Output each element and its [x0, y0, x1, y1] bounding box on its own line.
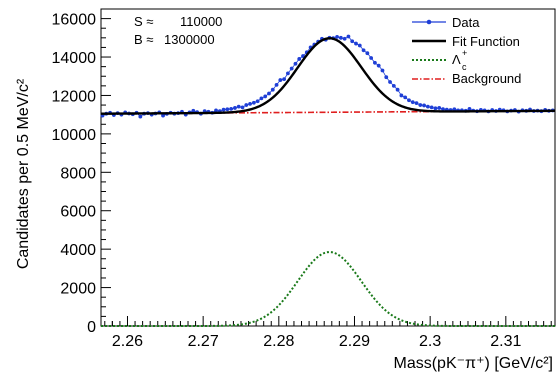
data-point: [361, 48, 366, 53]
y-tick-label: 0: [87, 319, 96, 336]
data-point: [259, 96, 264, 101]
data-point: [263, 94, 268, 99]
y-tick-label: 4000: [60, 242, 96, 259]
data-point: [403, 95, 408, 100]
data-point: [414, 101, 419, 106]
data-point: [395, 87, 400, 92]
signal-annotation-label: S ≈: [134, 14, 153, 29]
data-point: [274, 82, 279, 87]
data-point: [225, 107, 230, 112]
data-point: [376, 63, 381, 68]
data-point: [251, 100, 256, 105]
data-point: [161, 113, 165, 118]
legend-item-signal: Λ + c: [412, 48, 467, 72]
data-point: [267, 91, 271, 96]
plot-frame: [100, 8, 556, 327]
data-point: [338, 35, 343, 40]
data-point: [214, 108, 218, 113]
data-point: [221, 107, 226, 112]
legend-fit-label: Fit Function: [452, 34, 520, 49]
legend: Data Fit Function Λ + c Background: [412, 15, 521, 86]
plot-area: 0 2000 4000 6000 8000 10000 12000 14000 16000 2.2…: [52, 8, 556, 350]
data-point: [437, 106, 442, 110]
data-point: [289, 66, 294, 71]
data-point: [418, 103, 423, 107]
data-point: [407, 98, 411, 103]
annotation-box: S ≈ 110000 B ≈ 1300000: [134, 14, 222, 47]
data-point: [335, 34, 339, 39]
legend-data-label: Data: [452, 15, 480, 30]
y-axis-label: Candidates per 0.5 MeV/c²: [15, 78, 32, 269]
y-tick-label: 14000: [52, 50, 97, 67]
data-point: [255, 99, 260, 104]
y-tick-label: 6000: [60, 204, 96, 221]
data-point: [293, 61, 298, 66]
data-point: [410, 100, 415, 105]
x-tick-label: 2.3: [419, 333, 441, 350]
fit-function-curve: [100, 37, 556, 115]
legend-background-label: Background: [452, 71, 521, 86]
data-point: [388, 80, 392, 84]
data-point: [354, 41, 358, 46]
x-tick-label: 2.28: [263, 333, 294, 350]
data-point: [357, 43, 362, 48]
y-tick-label: 12000: [52, 88, 97, 105]
y-tick-label: 16000: [52, 12, 97, 29]
signal-curve: [101, 251, 555, 327]
data-point: [233, 106, 237, 110]
data-point: [346, 34, 351, 39]
data-point: [282, 77, 287, 82]
data-point: [248, 102, 252, 106]
data-point: [342, 36, 347, 41]
data-point: [365, 51, 370, 56]
x-tick-label: 2.27: [188, 333, 219, 350]
data-point: [286, 71, 290, 76]
data-point: [369, 56, 374, 60]
y-tick-label: 10000: [52, 127, 97, 144]
x-tick-label: 2.26: [112, 333, 143, 350]
data-point: [229, 107, 234, 111]
y-tick-label: 8000: [60, 165, 96, 182]
legend-signal-sub: c: [462, 62, 467, 72]
data-point: [236, 104, 241, 109]
x-tick-label: 2.29: [339, 333, 370, 350]
data-point: [191, 108, 196, 113]
data-point: [240, 105, 245, 110]
signal-annotation-value: 110000: [180, 14, 222, 29]
data-point: [384, 75, 389, 80]
legend-item-background: Background: [412, 71, 521, 86]
data-point: [391, 83, 396, 88]
data-point: [433, 106, 438, 111]
legend-item-data: Data: [412, 15, 480, 30]
y-tick-label: 2000: [60, 281, 96, 298]
data-point: [422, 103, 426, 108]
data-point: [278, 78, 283, 82]
background-curve: [100, 110, 556, 115]
data-point: [244, 103, 249, 107]
data-point: [138, 114, 143, 119]
legend-signal-label: Λ: [452, 52, 461, 67]
data-point: [425, 104, 430, 109]
x-axis-label: Mass(pK⁻π⁺) [GeV/c²]: [393, 355, 553, 372]
background-annotation-value: 1300000: [164, 32, 215, 47]
legend-signal-sup: +: [462, 48, 467, 58]
data-point: [297, 57, 302, 61]
legend-item-fit: Fit Function: [412, 34, 520, 49]
data-point: [429, 105, 434, 110]
x-tick-label: 2.31: [490, 333, 521, 350]
data-point: [373, 60, 377, 65]
data-point: [270, 87, 275, 92]
data-point: [380, 68, 385, 73]
data-point: [399, 93, 404, 98]
data-point: [441, 107, 445, 111]
data-point: [467, 107, 472, 111]
background-annotation-label: B ≈: [134, 32, 153, 47]
legend-data-marker: [426, 19, 432, 25]
data-point: [350, 39, 355, 44]
